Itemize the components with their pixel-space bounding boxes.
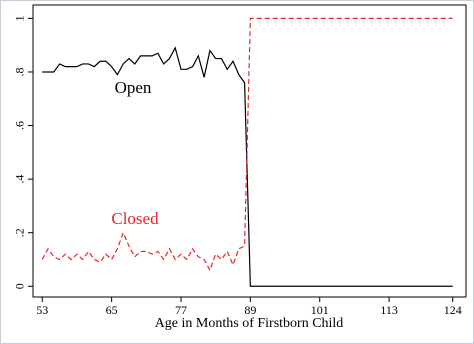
x-tick-label: 89 (244, 303, 256, 317)
y-tick-label: .2 (13, 228, 27, 237)
y-tick-label: 1 (13, 15, 27, 21)
x-tick-label: 113 (380, 303, 398, 317)
x-tick-label: 53 (36, 303, 48, 317)
series-line (41, 17, 453, 272)
x-tick-label: 124 (444, 303, 462, 317)
y-tick-label: .8 (13, 67, 27, 76)
x-tick-label: 77 (175, 303, 187, 317)
y-tick-label: 0 (13, 283, 27, 289)
x-axis-label: Age in Months of Firstborn Child (155, 316, 344, 331)
series-label: Open (115, 78, 152, 97)
x-tick-label: 65 (106, 303, 118, 317)
y-tick-label: .6 (13, 121, 27, 130)
series-line (42, 46, 453, 287)
series-label: Closed (111, 209, 159, 228)
y-tick-label: .4 (13, 175, 27, 184)
plot-frame (32, 4, 467, 298)
x-tick-label: 101 (311, 303, 329, 317)
